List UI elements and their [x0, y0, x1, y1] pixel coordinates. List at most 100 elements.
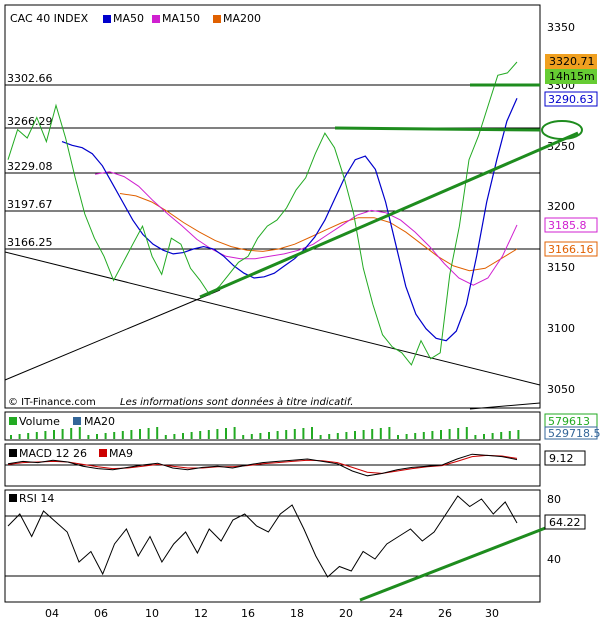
volume-ma20-value: 529718.5 [548, 427, 601, 440]
black-trendline-short [469, 402, 541, 410]
ma50-last-value: 3290.63 [548, 93, 594, 106]
volume-last-value: 579613 [548, 415, 590, 428]
x-tick-label: 18 [290, 607, 304, 620]
volume-bar [190, 432, 193, 439]
volume-bar [233, 427, 236, 439]
volume-ma20-value-box [544, 426, 598, 440]
rsi-line [7, 495, 518, 578]
volume-bar [422, 432, 425, 439]
volume-bar [104, 433, 107, 439]
volume-bar [216, 429, 219, 439]
last-price-box [545, 54, 597, 69]
volume-bar [225, 428, 227, 439]
level-label: 3166.25 [7, 236, 53, 249]
ma20-legend-label: MA20 [84, 415, 115, 428]
disclaimer-text: Les informations sont données à titre in… [120, 396, 353, 408]
rsi-y-tick: 80 [547, 493, 561, 506]
volume-bar [465, 427, 468, 439]
macd-last-value: 9.12 [549, 452, 574, 465]
ma20-legend-swatch [73, 417, 81, 425]
x-tick-label: 16 [241, 607, 255, 620]
y-tick-label: 3150 [547, 261, 575, 274]
y-tick-label: 3050 [547, 383, 575, 396]
volume-bars [10, 427, 520, 439]
volume-bar [397, 435, 399, 439]
volume-bar [414, 433, 417, 439]
volume-bar [259, 433, 262, 439]
volume-bar [336, 433, 339, 439]
price-panel-frame [4, 4, 541, 409]
rsi-legend-swatch [9, 494, 17, 502]
ma150-legend-swatch [152, 15, 160, 23]
x-tick-label: 12 [194, 607, 208, 620]
ma200-legend-swatch [213, 15, 221, 23]
x-tick-label: 20 [339, 607, 353, 620]
last-price-value: 3320.71 [549, 55, 595, 68]
volume-bar [362, 430, 365, 439]
x-tick-label: 10 [145, 607, 159, 620]
x-tick-label: 04 [45, 607, 59, 620]
volume-bar [474, 435, 477, 439]
volume-bar [164, 435, 167, 439]
price-line [7, 61, 518, 366]
volume-bar [18, 434, 21, 439]
volume-bar [96, 434, 98, 439]
volume-bar [61, 429, 64, 439]
ma200-legend-label: MA200 [223, 12, 261, 25]
ma50-value-box [544, 91, 598, 107]
ma50-line [61, 97, 518, 342]
macd-line [7, 453, 518, 477]
rsi-panel-frame [4, 489, 541, 603]
volume-bar [379, 428, 382, 439]
rsi-green-trendline [359, 525, 549, 602]
volume-bar [147, 428, 150, 439]
x-axis: 04 06 10 12 16 18 20 24 26 30 [45, 607, 499, 620]
volume-bar [199, 431, 202, 439]
level-label: 3229.08 [7, 160, 53, 173]
volume-bar [328, 434, 331, 439]
volume-bar [508, 431, 511, 439]
rsi-value-box [544, 514, 586, 530]
x-tick-label: 24 [389, 607, 403, 620]
volume-bar [27, 433, 30, 439]
volume-bar [500, 432, 503, 439]
volume-bar [156, 427, 159, 439]
volume-bar [431, 431, 434, 439]
y-tick-label: 3350 [547, 21, 575, 34]
volume-bar [173, 434, 176, 439]
volume-bar [53, 430, 55, 439]
volume-panel-frame [4, 411, 541, 441]
volume-bar [517, 430, 520, 439]
macd-legend-label: MACD 12 26 [19, 447, 87, 460]
volume-bar [440, 430, 442, 439]
instrument-title: CAC 40 INDEX [10, 12, 89, 25]
ma200-last-value: 3166.16 [548, 243, 594, 256]
volume-bar [491, 433, 494, 439]
volume-bar [268, 432, 270, 439]
volume-bar [457, 428, 460, 439]
green-support-trendline [199, 131, 579, 299]
black-trendline-down [4, 251, 541, 386]
volume-bar [319, 435, 322, 439]
volume-bar [207, 430, 210, 439]
level-label: 3266.29 [7, 115, 53, 128]
volume-bar [405, 434, 408, 439]
volume-bar [78, 427, 81, 439]
green-resistance-line [334, 126, 541, 132]
level-label: 3302.66 [7, 72, 53, 85]
volume-bar [371, 429, 374, 439]
volume-bar [87, 435, 90, 439]
x-tick-label: 26 [438, 607, 452, 620]
volume-bar [182, 433, 184, 439]
rsi-legend-label: RSI 14 [19, 492, 54, 505]
volume-bar [113, 432, 116, 439]
y-tick-label: 3200 [547, 200, 575, 213]
volume-bar [448, 429, 451, 439]
ma200-value-box [544, 241, 598, 257]
source-credit: © IT-Finance.com [8, 397, 96, 408]
volume-bar [250, 434, 253, 439]
volume-legend-swatch [9, 417, 17, 425]
ma150-legend-label: MA150 [162, 12, 200, 25]
volume-bar [130, 430, 133, 439]
macd-value-box [544, 450, 586, 466]
